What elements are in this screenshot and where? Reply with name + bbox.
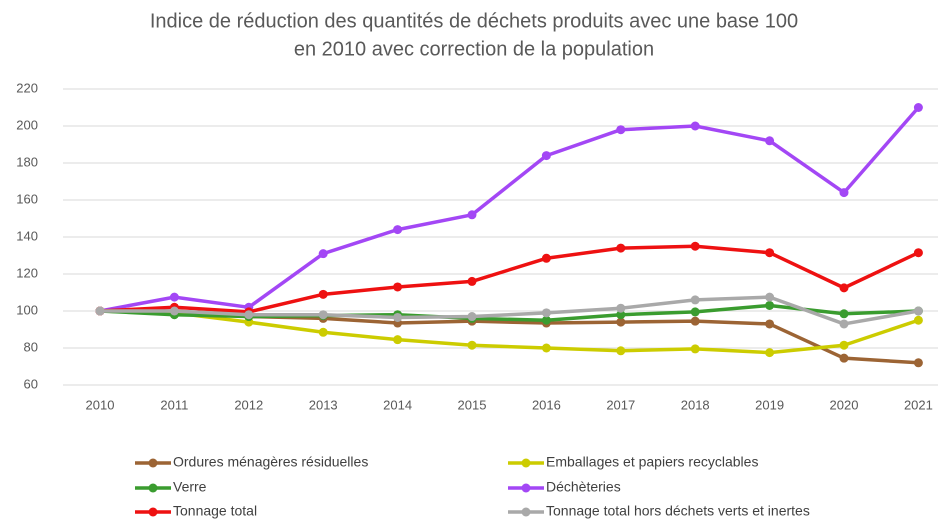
data-point <box>318 289 328 299</box>
data-point <box>839 353 849 363</box>
legend-marker <box>521 507 531 517</box>
legend-label: Déchèteries <box>546 479 621 495</box>
legend-label: Tonnage total <box>173 503 257 519</box>
data-point <box>765 136 775 146</box>
data-point <box>765 248 775 258</box>
legend-label: Verre <box>173 479 207 495</box>
data-point <box>393 335 403 345</box>
data-point <box>913 103 923 112</box>
legend-marker <box>148 507 158 517</box>
data-point <box>765 319 775 329</box>
series-line <box>99 309 919 355</box>
legend-marker <box>521 458 531 468</box>
y-tick-label: 60 <box>24 376 38 391</box>
data-point <box>690 295 700 305</box>
data-point <box>318 249 328 259</box>
data-point <box>616 346 626 356</box>
y-tick-label: 220 <box>16 80 38 95</box>
data-point <box>839 309 849 319</box>
data-point <box>690 241 700 251</box>
y-tick-label: 100 <box>16 302 38 317</box>
y-tick-label: 80 <box>24 339 38 354</box>
data-point <box>839 283 849 293</box>
data-point <box>467 276 477 286</box>
x-tick-label: 2019 <box>755 397 784 412</box>
data-point <box>467 340 477 350</box>
x-tick-label: 2014 <box>383 397 412 412</box>
y-tick-label: 140 <box>16 228 38 243</box>
y-tick-label: 160 <box>16 191 38 206</box>
data-point <box>244 310 254 320</box>
x-tick-label: 2015 <box>458 397 487 412</box>
x-tick-label: 2010 <box>86 397 115 412</box>
legend-marker <box>521 483 531 493</box>
data-point <box>839 319 849 329</box>
data-point <box>393 225 403 235</box>
chart-title: Indice de réduction des quantités de déc… <box>150 10 798 32</box>
x-tick-label: 2021 <box>904 397 933 412</box>
data-point <box>541 315 551 325</box>
legend-marker <box>148 458 158 468</box>
data-point <box>467 210 477 220</box>
data-point <box>765 300 775 310</box>
data-point <box>690 121 700 131</box>
data-point <box>913 315 923 325</box>
x-tick-label: 2018 <box>681 397 710 412</box>
data-point <box>913 306 923 316</box>
x-tick-label: 2013 <box>309 397 338 412</box>
x-tick-label: 2020 <box>830 397 859 412</box>
x-tick-label: 2011 <box>160 397 188 412</box>
data-point <box>169 306 179 316</box>
data-point <box>393 312 403 322</box>
chart-title: en 2010 avec correction de la population <box>294 38 654 60</box>
legend-label: Tonnage total hors déchets verts et iner… <box>546 503 810 519</box>
data-point <box>616 317 626 327</box>
data-point <box>393 282 403 292</box>
data-point <box>690 307 700 317</box>
data-point <box>541 343 551 353</box>
data-point <box>616 243 626 253</box>
x-tick-label: 2016 <box>532 397 561 412</box>
data-point <box>541 308 551 318</box>
data-point <box>616 125 626 135</box>
data-point <box>318 310 328 320</box>
data-point <box>95 306 105 316</box>
data-point <box>690 344 700 354</box>
y-tick-label: 200 <box>16 117 38 132</box>
data-point <box>541 151 551 161</box>
x-tick-label: 2012 <box>234 397 263 412</box>
y-tick-label: 180 <box>16 154 38 169</box>
data-point <box>541 253 551 263</box>
series-line <box>99 303 919 322</box>
data-point <box>616 310 626 320</box>
x-tick-label: 2017 <box>606 397 635 412</box>
data-point <box>839 188 849 198</box>
legend-label: Emballages et papiers recyclables <box>546 454 758 470</box>
data-point <box>913 358 923 368</box>
data-point <box>318 327 328 337</box>
data-point <box>913 248 923 258</box>
series-line <box>99 244 920 314</box>
data-point <box>839 340 849 350</box>
data-point <box>616 303 626 313</box>
legend-label: Ordures ménagères résiduelles <box>173 454 368 470</box>
data-point <box>765 348 775 358</box>
series-line <box>100 295 919 326</box>
series-line <box>99 106 920 313</box>
data-point <box>765 292 775 302</box>
data-point <box>690 316 700 326</box>
data-point <box>467 312 477 322</box>
legend-marker <box>148 483 158 493</box>
data-point <box>169 292 179 302</box>
y-tick-label: 120 <box>16 265 38 280</box>
